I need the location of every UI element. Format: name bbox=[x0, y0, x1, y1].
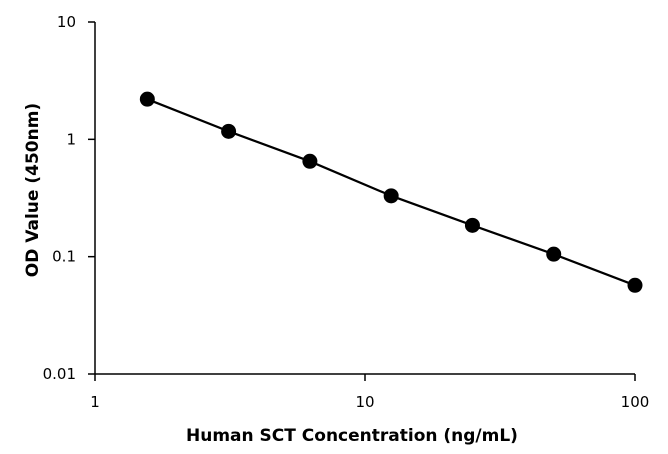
data-point bbox=[383, 188, 399, 204]
x-axis-title: Human SCT Concentration (ng/mL) bbox=[186, 426, 518, 446]
y-tick-label: 0.01 bbox=[43, 365, 76, 383]
axes bbox=[94, 22, 635, 375]
x-tick-label: 10 bbox=[355, 393, 374, 411]
series bbox=[139, 91, 643, 293]
data-point bbox=[139, 91, 155, 107]
data-point bbox=[302, 153, 318, 169]
y-ticks: 0.01 0.1 1 10 bbox=[43, 13, 95, 383]
y-tick-label: 0.1 bbox=[52, 248, 76, 266]
data-point bbox=[464, 217, 480, 233]
data-point bbox=[627, 277, 643, 293]
x-tick-label: 100 bbox=[621, 393, 650, 411]
x-tick-label: 1 bbox=[90, 393, 100, 411]
y-tick-label: 10 bbox=[57, 13, 76, 31]
x-ticks: 1 10 100 bbox=[90, 374, 649, 411]
y-tick-label: 1 bbox=[66, 130, 76, 148]
data-point bbox=[546, 246, 562, 262]
y-axis-title: OD Value (450nm) bbox=[23, 103, 43, 277]
data-point bbox=[221, 123, 237, 139]
